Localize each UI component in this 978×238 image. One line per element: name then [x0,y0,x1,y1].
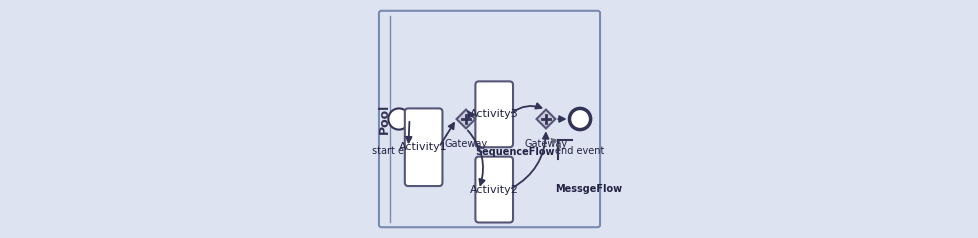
Text: Gateway: Gateway [444,139,487,149]
Text: Gateway: Gateway [524,139,567,149]
FancyBboxPatch shape [475,81,512,147]
Text: start event: start event [372,146,425,156]
Polygon shape [456,109,475,129]
Text: Activity3: Activity3 [469,109,518,119]
FancyBboxPatch shape [475,157,512,223]
FancyBboxPatch shape [405,109,442,186]
Text: Activity2: Activity2 [469,184,518,195]
Text: end event: end event [555,146,604,156]
Circle shape [388,109,409,129]
Text: Pool: Pool [378,104,391,134]
FancyBboxPatch shape [378,11,600,227]
Text: MessgeFlow: MessgeFlow [555,184,622,194]
Polygon shape [536,109,555,129]
Text: Activity1: Activity1 [399,142,448,152]
Text: SequenceFlow: SequenceFlow [475,147,555,157]
Circle shape [569,109,590,129]
